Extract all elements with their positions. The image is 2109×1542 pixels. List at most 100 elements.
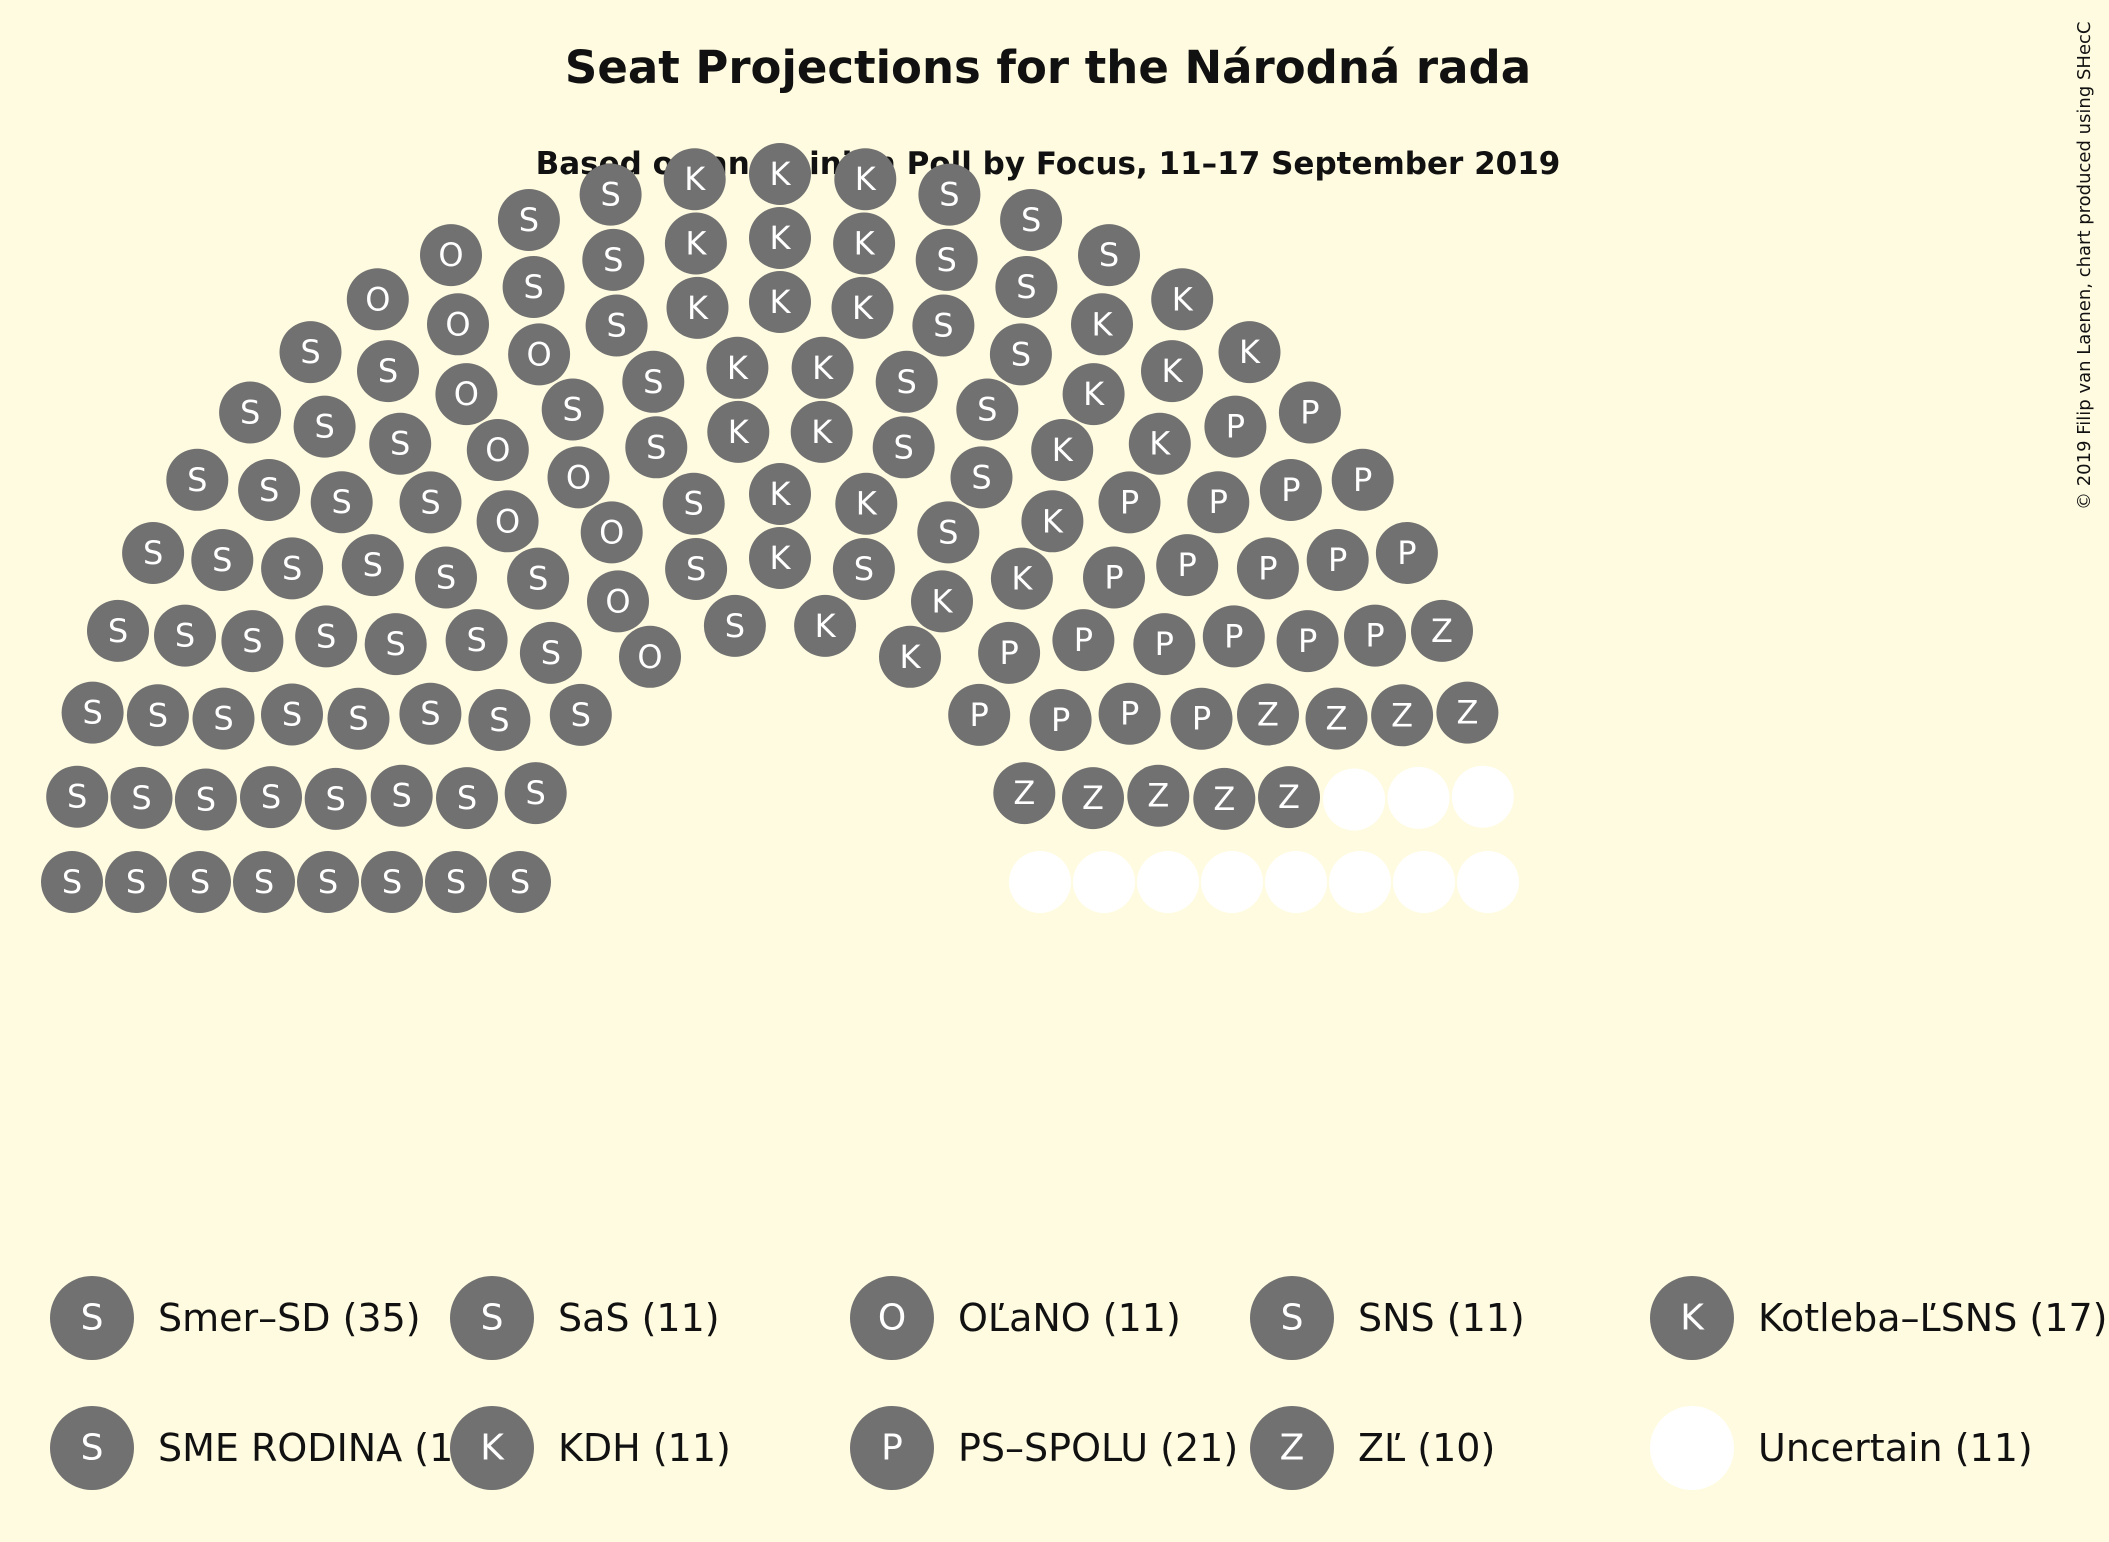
seat-kdh xyxy=(1128,412,1191,475)
seat-kotleba-sns xyxy=(834,148,897,211)
seat-smer-sd xyxy=(297,851,359,913)
seat-letter: S xyxy=(196,781,216,819)
seat-smer-sd xyxy=(370,764,433,827)
seat-letter: P xyxy=(1365,617,1384,655)
seat-smer-sd xyxy=(169,851,231,913)
seat-letter: Z xyxy=(1257,696,1279,734)
seat-kotleba-sns xyxy=(666,276,729,339)
seat-letter: S xyxy=(523,268,543,306)
seat-letter: O xyxy=(637,638,662,676)
legend-label-sns: SNS (11) xyxy=(1358,1296,1525,1340)
legend-letter-z-: Z xyxy=(1280,1428,1305,1469)
seat-ps-spolu xyxy=(1375,522,1438,584)
seat-smer-sd xyxy=(240,766,302,829)
legend-swatch-uncertain xyxy=(1650,1406,1734,1490)
seat-smer-sd xyxy=(46,765,109,828)
seat-letter: S xyxy=(937,241,957,279)
seat-ps-spolu xyxy=(1098,471,1161,534)
seat-letter: P xyxy=(1104,559,1123,597)
seat-sns xyxy=(579,163,642,226)
seat-kdh xyxy=(1062,363,1125,426)
seat-sns xyxy=(582,228,645,291)
seat-sas xyxy=(310,471,373,534)
seat-letter: S xyxy=(897,363,917,401)
seat-letter: S xyxy=(854,550,874,588)
seat-uncertain xyxy=(1265,851,1327,913)
seat-letter: K xyxy=(811,413,833,451)
seat-letter: P xyxy=(1353,461,1372,499)
seat-letter: S xyxy=(571,696,591,734)
seat-letter: S xyxy=(606,307,626,345)
seat-letter: K xyxy=(1162,352,1184,390)
seat-letter: K xyxy=(856,485,878,523)
seat-smer-sd xyxy=(221,610,284,673)
seat-letter: O xyxy=(527,335,552,373)
seat-smer-sd xyxy=(122,522,185,584)
seat-letter: S xyxy=(390,425,410,463)
seat-o-ano xyxy=(466,419,529,481)
credit-text: © 2019 Filip van Laenen, chart produced … xyxy=(2074,22,2095,510)
seat-o-ano xyxy=(580,501,643,564)
seat-kdh xyxy=(1218,321,1281,384)
seat-ps-spolu xyxy=(1344,604,1406,667)
seat-smer-sd xyxy=(41,851,103,913)
seat-sme-rodina xyxy=(872,416,935,479)
legend-swatch-ps-spolu xyxy=(850,1406,934,1490)
seat-letter: S xyxy=(386,625,406,663)
seat-letter: S xyxy=(300,333,320,371)
seat-ps-spolu xyxy=(1156,534,1219,597)
seat-kotleba-sns xyxy=(790,400,853,463)
seat-letter: P xyxy=(1209,483,1228,521)
seat-letter: S xyxy=(446,863,466,901)
seat-letter: P xyxy=(1281,471,1300,509)
seat-letter: O xyxy=(485,431,510,469)
seat-z- xyxy=(1411,599,1473,662)
seat-letter: S xyxy=(282,549,302,587)
seat-o-ano xyxy=(587,570,649,633)
seat-letter: S xyxy=(603,241,623,279)
legend-label-kdh: KDH (11) xyxy=(558,1426,731,1470)
seat-letter: K xyxy=(684,160,706,198)
legend-label-uncertain: Uncertain (11) xyxy=(1758,1426,2033,1470)
seat-uncertain xyxy=(1009,851,1071,913)
seat-letter: K xyxy=(854,225,876,263)
seat-letter: P xyxy=(1258,549,1277,587)
seat-letter: S xyxy=(420,695,440,733)
seat-sas xyxy=(293,395,356,458)
chart-title: Seat Projections for the Národná rada xyxy=(565,41,1531,94)
seat-sas xyxy=(415,546,477,609)
seat-letter: S xyxy=(187,461,207,499)
seat-uncertain xyxy=(1457,851,1519,913)
seat-letter: K xyxy=(855,160,877,198)
seat-kdh xyxy=(990,547,1053,610)
seat-kdh xyxy=(1031,419,1094,481)
seat-letter: S xyxy=(143,534,163,572)
seat-uncertain xyxy=(1073,851,1135,913)
seat-sns xyxy=(665,538,728,600)
seat-smer-sd xyxy=(399,682,462,745)
seat-kdh xyxy=(1141,340,1203,403)
seat-letter: S xyxy=(378,352,398,390)
seat-ps-spolu xyxy=(1187,471,1250,534)
seat-letter: S xyxy=(67,778,87,816)
seat-smer-sd xyxy=(87,599,149,662)
seat-letter: S xyxy=(259,471,279,509)
seat-letter: S xyxy=(436,559,456,597)
seat-smer-sd xyxy=(425,851,487,913)
seat-smer-sd xyxy=(61,681,124,744)
legend-letter-smer-sd: S xyxy=(81,1298,104,1339)
seat-uncertain xyxy=(1387,766,1450,829)
seat-smer-sd xyxy=(327,687,390,750)
seat-z- xyxy=(1371,684,1434,747)
seat-sas xyxy=(519,621,582,684)
seat-kotleba-sns xyxy=(749,527,811,589)
seat-letter: Z xyxy=(1147,777,1169,815)
seat-letter: P xyxy=(1120,483,1139,521)
legend-letter-sns: S xyxy=(1281,1298,1304,1339)
legend-letter-kotleba-sns: K xyxy=(1680,1298,1705,1339)
seat-letter: K xyxy=(1172,280,1194,318)
legend: S Smer–SD (35) S SaS (11) O OĽaNO (11) S SNS (1… xyxy=(50,1276,2107,1490)
seat-o-ano xyxy=(346,268,409,331)
seat-letter: K xyxy=(1239,333,1261,371)
